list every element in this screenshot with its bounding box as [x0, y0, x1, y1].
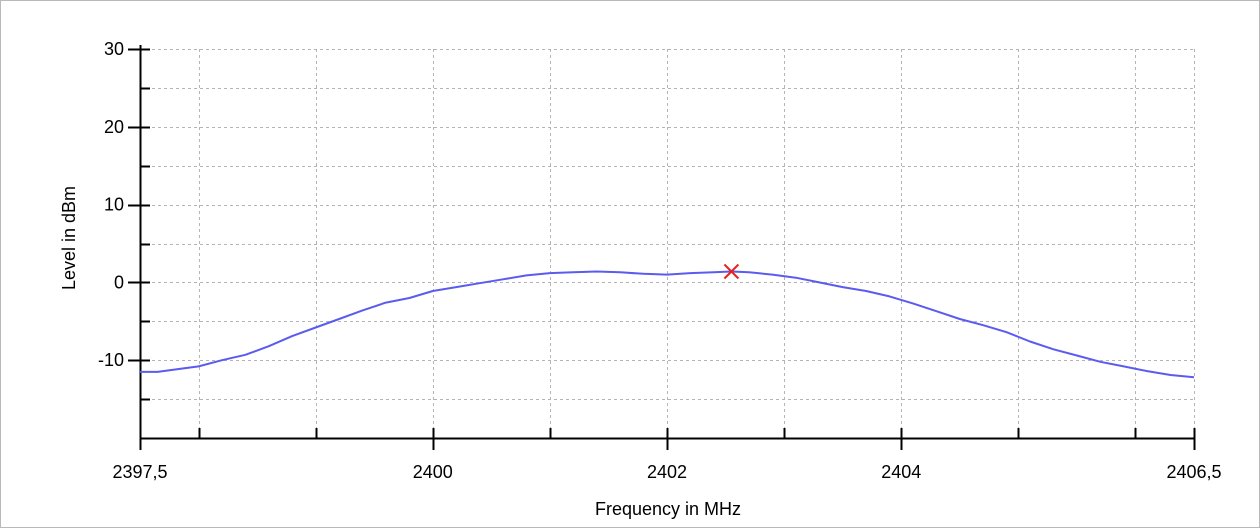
- y-axis-title: Level in dBm: [59, 186, 79, 290]
- tick-labels: 30 20 10 0 -10 2397,5 2400 2402 2404 2406,5: [98, 39, 1222, 482]
- axes: [128, 45, 1196, 450]
- series-line: [140, 270, 1195, 379]
- x-tick-label: 2400: [413, 462, 453, 482]
- y-tick-label: 0: [114, 272, 124, 292]
- y-tick-label: -10: [98, 350, 124, 370]
- y-tick-label: 20: [104, 117, 124, 137]
- y-tick-label: 30: [104, 39, 124, 59]
- y-tick-label: 10: [104, 195, 124, 215]
- x-axis-title: Frequency in MHz: [595, 499, 741, 519]
- x-tick-label: 2404: [881, 462, 921, 482]
- marker-stroke: [723, 263, 740, 280]
- peak-marker: [723, 263, 740, 280]
- grid: [140, 49, 1195, 438]
- plot-area: [140, 263, 1195, 379]
- x-tick-label: 2402: [647, 462, 687, 482]
- x-tick-label: 2406,5: [1166, 462, 1221, 482]
- x-tick-label: 2397,5: [112, 462, 167, 482]
